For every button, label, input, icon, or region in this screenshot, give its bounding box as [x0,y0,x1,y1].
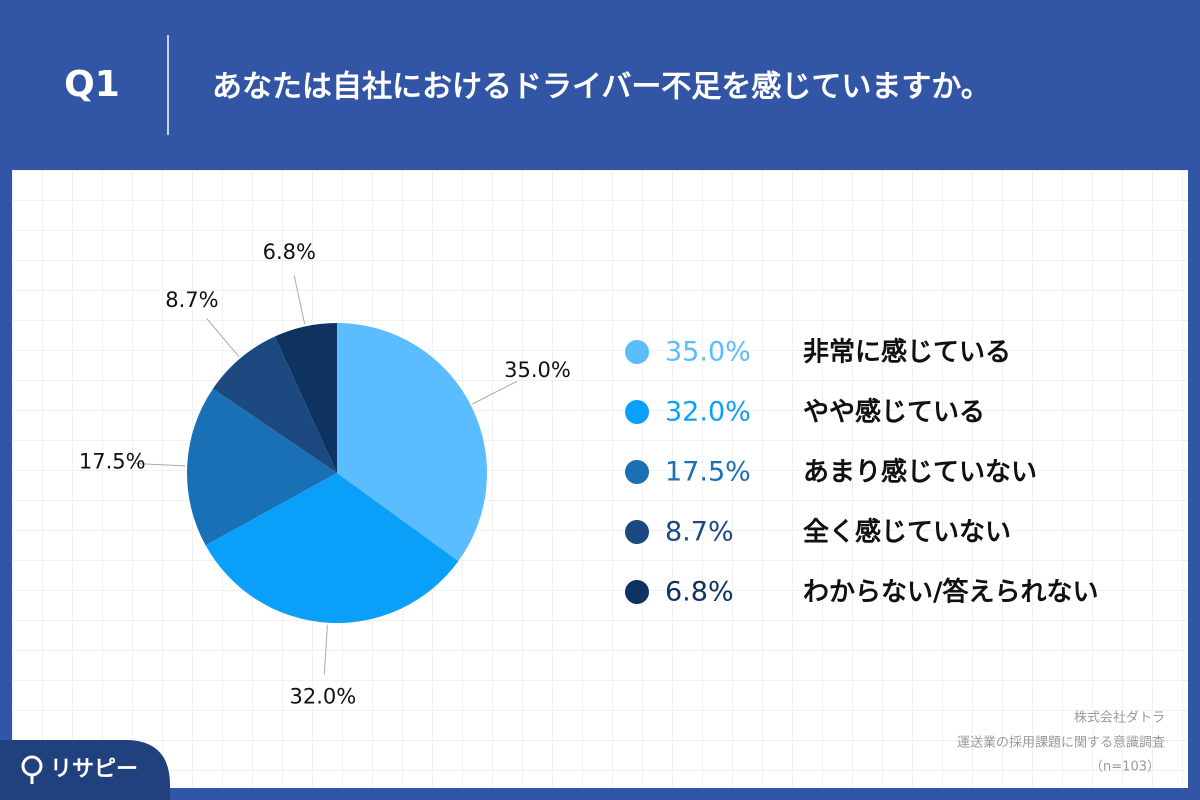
legend-dot [625,580,649,604]
legend-value: 32.0% [665,397,751,428]
question-title: あなたは自社におけるドライバー不足を感じていますか。 [212,70,991,105]
slice-label: 8.7% [165,288,218,312]
leader-line [293,275,306,325]
slice-label: 32.0% [290,685,357,709]
slice-label: 35.0% [504,358,571,382]
source-company: 株式会社ダトラ [1074,711,1165,726]
source-survey: 運送業の採用課題に関する意識調査 [957,735,1165,751]
slice-label: 17.5% [79,449,146,473]
legend-label: やや感じている [803,397,985,428]
leader-line [472,380,518,405]
panel [12,170,1188,788]
logo-text: リサピー [50,757,138,782]
leader-line [323,624,328,675]
logo-bg [0,740,170,800]
pie-slice [274,323,337,473]
legend-label: 非常に感じている [803,337,1011,368]
legend-value: 6.8% [665,577,734,608]
pie-slice [205,473,459,623]
legend-value: 35.0% [665,337,751,368]
legend-value: 17.5% [665,457,751,488]
slice-label: 6.8% [263,240,316,264]
pie-slice [212,336,337,473]
leader-line [135,462,186,467]
pie-slice [187,388,337,546]
legend-value: 8.7% [665,517,734,548]
legend-dot [625,400,649,424]
source-sample: （n=103） [1090,760,1160,775]
leader-line [206,318,240,358]
question-number: Q1 [64,64,120,105]
pie-slice [337,323,487,562]
legend-dot [625,520,649,544]
legend-dot [625,460,649,484]
legend-label: あまり感じていない [803,457,1037,488]
legend-dot [625,340,649,364]
legend-label: 全く感じていない [803,517,1011,548]
legend-label: わからない/答えられない [803,577,1099,608]
